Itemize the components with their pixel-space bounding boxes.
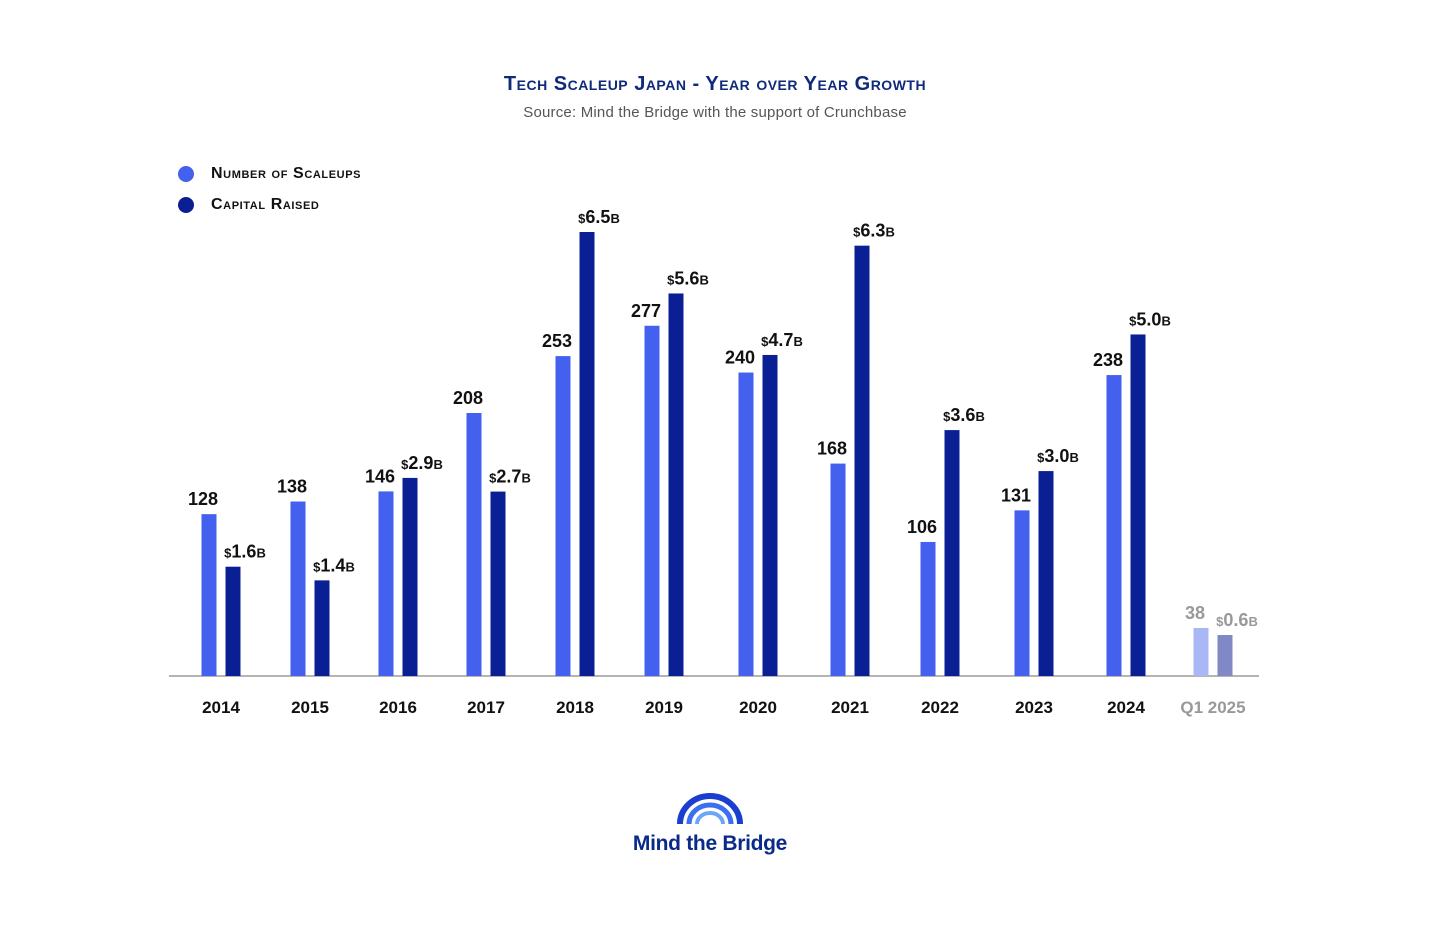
legend: Number of Scaleups Capital Raised xyxy=(178,158,361,220)
x-tick-label: 2017 xyxy=(467,698,505,717)
chart-subtitle: Source: Mind the Bridge with the support… xyxy=(523,104,907,121)
data-label-scaleups: 38 xyxy=(1185,603,1205,623)
bar-scaleups xyxy=(1014,510,1030,676)
data-label-capital: $6.5B xyxy=(578,207,620,227)
logo: Mind the Bridge xyxy=(630,790,790,860)
data-label-scaleups: 131 xyxy=(1001,485,1031,505)
x-tick-label: Q1 2025 xyxy=(1180,698,1245,717)
logo-text: Mind the Bridge xyxy=(632,832,788,855)
x-tick-label: 2016 xyxy=(379,698,417,717)
data-label-capital: $1.6B xyxy=(224,542,266,562)
data-label-capital: $5.0B xyxy=(1129,309,1171,329)
bridge-arc-icon xyxy=(677,793,743,825)
data-label-capital: $0.6B xyxy=(1216,610,1258,630)
bar-capital xyxy=(402,477,418,676)
bar-scaleups xyxy=(920,541,936,676)
legend-swatch-capital xyxy=(178,196,194,213)
data-label-capital: $1.4B xyxy=(313,555,355,575)
bar-chart: 128 $1.6B 2014 138 $1.4B 2015 146 $2.9B 2016 208 $… xyxy=(169,207,1259,717)
bar-capital xyxy=(579,232,595,676)
data-label-scaleups: 240 xyxy=(725,348,755,368)
legend-item-capital: Capital Raised xyxy=(178,189,361,220)
data-label-scaleups: 277 xyxy=(631,301,661,321)
data-label-capital: $3.6B xyxy=(943,405,985,425)
data-label-scaleups: 138 xyxy=(277,477,307,497)
x-tick-label: 2020 xyxy=(739,698,777,717)
x-tick-label: 2023 xyxy=(1015,698,1053,717)
bar-scaleups xyxy=(1193,627,1209,676)
data-label-scaleups: 146 xyxy=(365,466,395,486)
legend-label-scaleups: Number of Scaleups xyxy=(211,164,362,182)
x-tick-label: 2014 xyxy=(202,698,240,717)
bar-scaleups xyxy=(738,372,754,676)
bar-scaleups xyxy=(1106,375,1122,676)
x-tick-label: 2021 xyxy=(831,698,869,717)
bar-scaleups xyxy=(466,413,482,676)
legend-item-scaleups: Number of Scaleups xyxy=(178,158,361,189)
data-label-scaleups: 238 xyxy=(1093,350,1123,370)
data-label-scaleups: 106 xyxy=(907,517,937,537)
data-label-capital: $4.7B xyxy=(761,330,803,350)
bar-capital xyxy=(225,566,241,676)
x-tick-label: 2015 xyxy=(291,698,329,717)
bar-capital xyxy=(1217,635,1233,676)
bar-capital xyxy=(854,245,870,676)
data-label-scaleups: 128 xyxy=(188,489,218,509)
bar-capital xyxy=(762,354,778,676)
bar-capital xyxy=(490,491,506,676)
bar-scaleups xyxy=(644,325,660,676)
bar-scaleups xyxy=(555,356,571,676)
x-tick-label: 2018 xyxy=(556,698,594,717)
bar-capital xyxy=(668,293,684,676)
chart-title: Tech Scaleup Japan - Year over Year Grow… xyxy=(503,73,927,95)
x-tick-label: 2019 xyxy=(645,698,683,717)
bar-capital xyxy=(1130,334,1146,676)
bar-capital xyxy=(314,580,330,676)
data-label-scaleups: 253 xyxy=(542,331,572,351)
x-tick-label: 2022 xyxy=(921,698,959,717)
data-label-capital: $2.7B xyxy=(489,467,531,487)
bar-scaleups xyxy=(378,491,394,676)
data-label-capital: $6.3B xyxy=(853,221,895,241)
bar-scaleups xyxy=(290,501,306,676)
legend-label-capital: Capital Raised xyxy=(211,195,320,213)
data-label-capital: $3.0B xyxy=(1037,446,1079,466)
data-label-scaleups: 168 xyxy=(817,439,847,459)
data-label-capital: $2.9B xyxy=(401,453,443,473)
legend-swatch-scaleups xyxy=(178,165,194,182)
bar-capital xyxy=(1038,471,1054,676)
data-label-capital: $5.6B xyxy=(667,268,709,288)
bar-scaleups xyxy=(830,463,846,676)
bar-scaleups xyxy=(201,514,217,676)
data-label-scaleups: 208 xyxy=(453,388,483,408)
bar-capital xyxy=(944,430,960,676)
x-tick-label: 2024 xyxy=(1107,698,1145,717)
